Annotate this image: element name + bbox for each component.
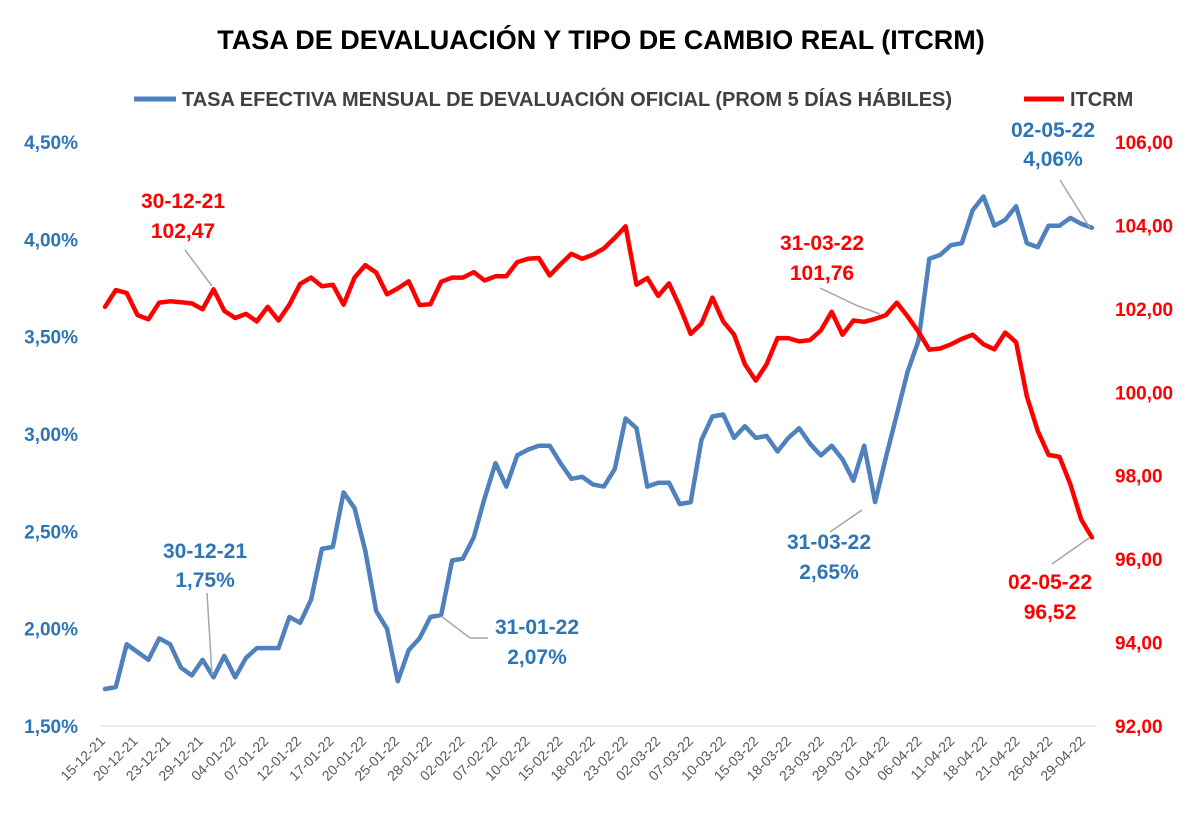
leader-ann-red-2: [819, 287, 881, 315]
y-right-tick-label: 94,00: [1115, 634, 1163, 655]
y-axis-right: 92,00 94,00 96,00 98,00 100,00 102,00 104,00 10…: [1115, 133, 1173, 738]
leader-ann-red-3: [1051, 537, 1090, 565]
ann-red-1-value: 102,47: [151, 220, 215, 243]
chart-title: TASA DE DEVALUACIÓN Y TIPO DE CAMBIO REA…: [217, 24, 985, 55]
leader-ann-red-1: [184, 249, 213, 287]
y-left-tick-label: 1,50%: [24, 717, 78, 738]
y-right-tick-label: 106,00: [1115, 133, 1173, 154]
series-lines: [102, 194, 1095, 692]
legend-label-devaluation: TASA EFECTIVA MENSUAL DE DEVALUACIÓN OFI…: [182, 87, 952, 111]
y-left-tick-label: 4,00%: [24, 230, 78, 251]
y-right-tick-label: 98,00: [1115, 467, 1163, 488]
y-right-tick-label: 96,00: [1115, 550, 1163, 571]
x-axis: 15-12-2120-12-2123-12-2129-12-2104-01-22…: [57, 733, 1088, 784]
y-left-tick-label: 2,00%: [24, 620, 78, 641]
y-right-tick-label: 92,00: [1115, 717, 1163, 738]
y-left-tick-label: 3,50%: [24, 328, 78, 349]
ann-blue-1-date: 30-12-21: [163, 540, 247, 563]
ann-blue-2-value: 2,07%: [507, 646, 567, 669]
ann-red-2-date: 31-03-22: [780, 232, 864, 255]
ann-blue-1-value: 1,75%: [175, 569, 235, 592]
y-right-tick-label: 104,00: [1115, 216, 1173, 237]
itcrm-series-line: [102, 224, 1095, 540]
legend-label-itcrm: ITCRM: [1070, 89, 1133, 111]
ann-red-2-value: 101,76: [790, 262, 854, 285]
leader-ann-blue-1: [206, 592, 213, 676]
ann-blue-4-value: 4,06%: [1023, 148, 1083, 171]
ann-blue-2-date: 31-01-22: [495, 616, 579, 639]
ann-blue-3-value: 2,65%: [799, 561, 859, 584]
y-left-tick-label: 4,50%: [24, 133, 78, 154]
y-right-tick-label: 100,00: [1115, 383, 1173, 404]
annotations: 30-12-21 1,75% 31-01-22 2,07% 31-03-22 2…: [141, 119, 1095, 676]
devaluation-series-line: [102, 194, 1095, 692]
y-left-tick-label: 2,50%: [24, 522, 78, 543]
leader-ann-blue-4: [1059, 179, 1091, 229]
y-right-tick-label: 102,00: [1115, 300, 1173, 321]
ann-red-3-date: 02-05-22: [1008, 571, 1092, 594]
legend: TASA EFECTIVA MENSUAL DE DEVALUACIÓN OFI…: [134, 87, 1133, 111]
ann-red-1-date: 30-12-21: [141, 190, 225, 213]
ann-blue-3-date: 31-03-22: [787, 531, 871, 554]
leader-ann-blue-2: [440, 615, 488, 639]
leader-ann-blue-3: [829, 509, 863, 533]
y-left-tick-label: 3,00%: [24, 425, 78, 446]
ann-red-3-value: 96,52: [1024, 601, 1077, 624]
ann-blue-4-date: 02-05-22: [1011, 119, 1095, 142]
y-axis-left: 1,50% 2,00% 2,50% 3,00% 3,50% 4,00% 4,50%: [24, 133, 78, 738]
